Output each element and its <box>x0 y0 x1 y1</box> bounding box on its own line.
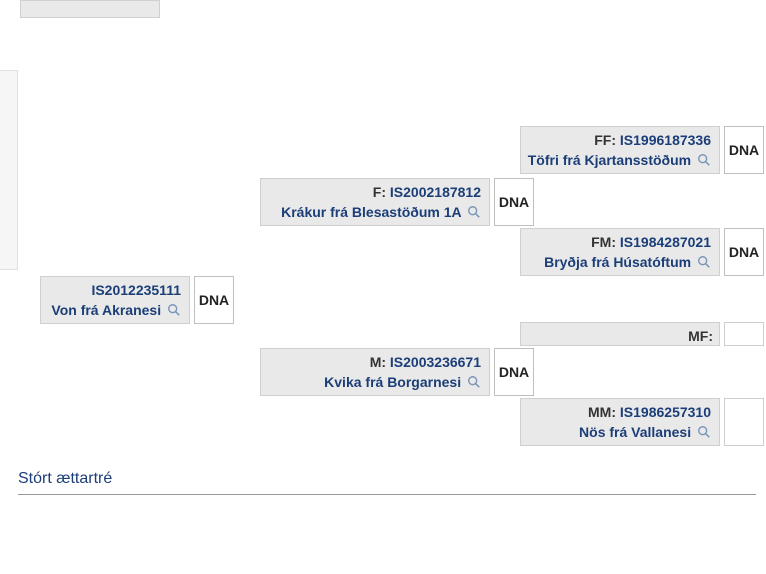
mother-name: Kvika frá Borgarnesi <box>324 374 461 390</box>
mf-dna-slot <box>724 322 764 346</box>
magnifier-icon[interactable] <box>467 205 481 219</box>
dna-label: DNA <box>729 244 759 260</box>
father-dna-badge[interactable]: DNA <box>494 178 534 226</box>
magnifier-icon[interactable] <box>467 375 481 389</box>
mother-cell[interactable]: M: IS2003236671 Kvika frá Borgarnesi <box>260 348 490 396</box>
subject-dna-badge[interactable]: DNA <box>194 276 234 324</box>
ff-name: Töfri frá Kjartansstöðum <box>528 152 691 168</box>
father-prefix: F: <box>373 184 386 200</box>
ff-prefix: FF: <box>594 132 616 148</box>
father-name: Krákur frá Blesastöðum 1A <box>281 204 461 220</box>
magnifier-icon[interactable] <box>697 153 711 167</box>
fm-cell[interactable]: FM: IS1984287021 Bryðja frá Húsatóftum <box>520 228 720 276</box>
mf-cell[interactable]: MF: <box>520 322 720 346</box>
dna-label: DNA <box>499 364 529 380</box>
mf-prefix: MF: <box>688 328 713 344</box>
mother-id: IS2003236671 <box>390 354 481 370</box>
mother-dna-badge[interactable]: DNA <box>494 348 534 396</box>
footer-divider <box>18 494 756 495</box>
fm-name: Bryðja frá Húsatóftum <box>544 254 691 270</box>
mm-name: Nös frá Vallanesi <box>579 424 691 440</box>
dna-label: DNA <box>199 292 229 308</box>
subject-id: IS2012235111 <box>91 282 181 298</box>
father-cell[interactable]: F: IS2002187812 Krákur frá Blesastöðum 1… <box>260 178 490 226</box>
mm-dna-slot <box>724 398 764 446</box>
dna-label: DNA <box>729 142 759 158</box>
top-stub <box>20 0 160 18</box>
ff-id: IS1996187336 <box>620 132 711 148</box>
magnifier-icon[interactable] <box>697 255 711 269</box>
mother-prefix: M: <box>370 354 386 370</box>
ff-cell[interactable]: FF: IS1996187336 Töfri frá Kjartansstöðu… <box>520 126 720 174</box>
large-pedigree-link[interactable]: Stórt ættartré <box>18 470 112 488</box>
fm-dna-badge[interactable]: DNA <box>724 228 764 276</box>
magnifier-icon[interactable] <box>167 303 181 317</box>
pedigree-tree: IS2012235111 Von frá Akranesi DNA F: IS2… <box>20 100 766 430</box>
ff-dna-badge[interactable]: DNA <box>724 126 764 174</box>
footer-link-label: Stórt ættartré <box>18 470 112 487</box>
fm-id: IS1984287021 <box>620 234 711 250</box>
mm-id: IS1986257310 <box>620 404 711 420</box>
magnifier-icon[interactable] <box>697 425 711 439</box>
left-stub <box>0 70 18 270</box>
mm-prefix: MM: <box>588 404 616 420</box>
mm-cell[interactable]: MM: IS1986257310 Nös frá Vallanesi <box>520 398 720 446</box>
dna-label: DNA <box>499 194 529 210</box>
father-id: IS2002187812 <box>390 184 481 200</box>
fm-prefix: FM: <box>591 234 616 250</box>
subject-name: Von frá Akranesi <box>51 302 161 318</box>
subject-cell[interactable]: IS2012235111 Von frá Akranesi <box>40 276 190 324</box>
